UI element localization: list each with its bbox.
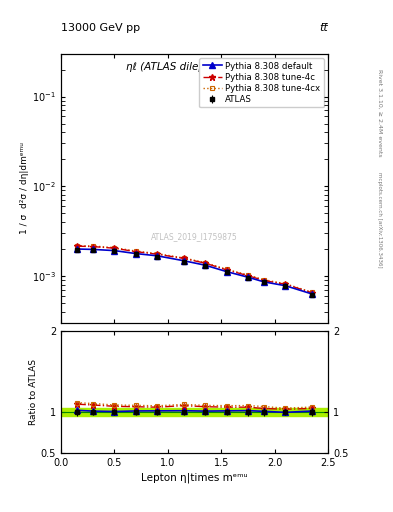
Pythia 8.308 default xyxy=(133,250,138,257)
Pythia 8.308 tune-4cx xyxy=(91,243,95,249)
Text: ATLAS_2019_I1759875: ATLAS_2019_I1759875 xyxy=(151,232,238,241)
Pythia 8.308 tune-4c xyxy=(246,272,250,279)
Pythia 8.308 tune-4c xyxy=(91,244,95,250)
Pythia 8.308 default xyxy=(224,268,229,274)
Pythia 8.308 default xyxy=(75,246,79,252)
Pythia 8.308 tune-4cx xyxy=(203,260,208,266)
Pythia 8.308 tune-4c xyxy=(75,243,79,249)
Pythia 8.308 default xyxy=(203,262,208,268)
Pythia 8.308 tune-4cx xyxy=(75,243,79,249)
Pythia 8.308 default xyxy=(91,246,95,252)
Pythia 8.308 default xyxy=(182,258,186,264)
Pythia 8.308 default xyxy=(262,279,266,285)
Pythia 8.308 tune-4c xyxy=(262,278,266,284)
Pythia 8.308 tune-4c xyxy=(133,248,138,254)
Pythia 8.308 tune-4c xyxy=(203,260,208,266)
Pythia 8.308 default xyxy=(246,274,250,280)
Text: ηℓ (ATLAS dileptonic ttbar): ηℓ (ATLAS dileptonic ttbar) xyxy=(126,62,263,72)
Pythia 8.308 tune-4cx xyxy=(224,266,229,272)
Pythia 8.308 tune-4cx xyxy=(246,272,250,278)
Pythia 8.308 tune-4c xyxy=(112,245,117,251)
Text: Rivet 3.1.10, ≥ 2.4M events: Rivet 3.1.10, ≥ 2.4M events xyxy=(377,69,382,157)
Text: mcplots.cern.ch [arXiv:1306.3436]: mcplots.cern.ch [arXiv:1306.3436] xyxy=(377,173,382,268)
Pythia 8.308 tune-4cx xyxy=(133,248,138,254)
Legend: Pythia 8.308 default, Pythia 8.308 tune-4c, Pythia 8.308 tune-4cx, ATLAS: Pythia 8.308 default, Pythia 8.308 tune-… xyxy=(199,58,324,108)
Line: Pythia 8.308 default: Pythia 8.308 default xyxy=(74,246,315,297)
Line: Pythia 8.308 tune-4cx: Pythia 8.308 tune-4cx xyxy=(75,243,314,294)
Pythia 8.308 tune-4c xyxy=(310,290,314,296)
X-axis label: Lepton η|times mᵉᵐᵘ: Lepton η|times mᵉᵐᵘ xyxy=(141,472,248,483)
Pythia 8.308 tune-4cx xyxy=(155,250,160,257)
Text: 13000 GeV pp: 13000 GeV pp xyxy=(61,23,140,33)
Y-axis label: 1 / σ  d²σ / dη|dmᵉᵐᵘ: 1 / σ d²σ / dη|dmᵉᵐᵘ xyxy=(20,142,29,234)
Bar xyxy=(61,408,328,416)
Text: tt̅: tt̅ xyxy=(320,23,328,33)
Pythia 8.308 tune-4cx xyxy=(262,276,266,283)
Pythia 8.308 tune-4c xyxy=(182,255,186,262)
Pythia 8.308 tune-4cx xyxy=(112,245,117,251)
Line: Pythia 8.308 tune-4c: Pythia 8.308 tune-4c xyxy=(73,243,316,296)
Pythia 8.308 tune-4c xyxy=(155,251,160,258)
Pythia 8.308 default xyxy=(283,283,288,289)
Pythia 8.308 tune-4c xyxy=(224,267,229,273)
Pythia 8.308 tune-4cx xyxy=(283,281,288,287)
Pythia 8.308 default xyxy=(310,291,314,297)
Pythia 8.308 tune-4cx xyxy=(310,289,314,295)
Y-axis label: Ratio to ATLAS: Ratio to ATLAS xyxy=(29,359,38,425)
Pythia 8.308 tune-4cx xyxy=(182,255,186,261)
Pythia 8.308 tune-4c xyxy=(283,281,288,287)
Pythia 8.308 default xyxy=(112,247,117,253)
Pythia 8.308 default xyxy=(155,253,160,259)
